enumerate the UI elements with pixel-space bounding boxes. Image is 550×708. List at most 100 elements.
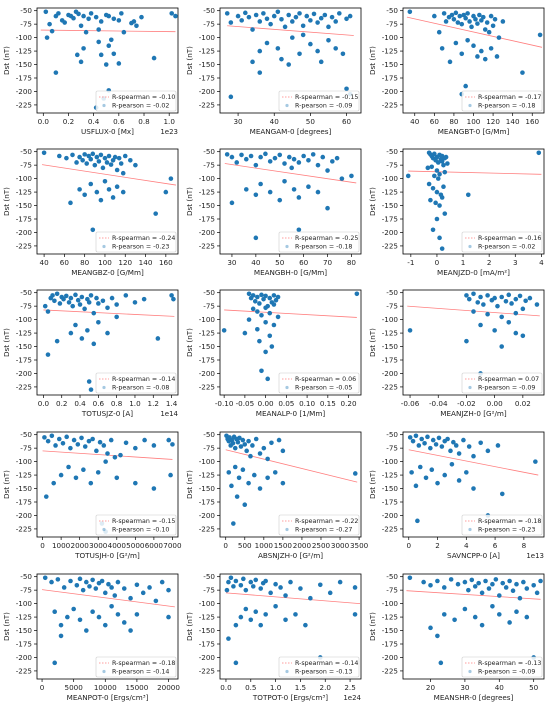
data-point: [513, 330, 519, 336]
data-point: [90, 436, 95, 442]
data-point: [43, 494, 49, 499]
data-point: [141, 296, 147, 302]
data-point: [296, 227, 302, 233]
data-point: [520, 333, 526, 339]
data-point: [264, 16, 270, 22]
y-tick-label: -100: [199, 315, 216, 324]
data-point: [271, 293, 277, 298]
x-tick-label: 20: [426, 683, 436, 692]
data-point: [267, 310, 273, 316]
x-tick-label: 2500: [312, 541, 331, 550]
axes-frame: [402, 148, 545, 255]
y-tick-label: -150: [16, 484, 33, 493]
data-point: [517, 595, 523, 601]
data-point: [105, 330, 110, 336]
data-point: [478, 322, 483, 328]
y-tick-label: -75: [20, 302, 32, 311]
data-point: [238, 444, 244, 449]
data-point: [102, 622, 108, 628]
data-point: [286, 62, 291, 67]
data-point: [100, 165, 106, 171]
y-tick-label: -75: [203, 161, 215, 170]
y-tick-label: -200: [16, 511, 33, 520]
data-point: [325, 205, 330, 211]
x-tick-label: 160: [525, 117, 539, 126]
data-point: [118, 452, 123, 458]
y-tick-label: -150: [382, 201, 399, 210]
data-point: [96, 301, 101, 306]
data-point: [259, 292, 264, 298]
x-tick-label: 0.10: [299, 399, 315, 408]
x-tick-label: 0.0: [38, 399, 50, 408]
data-point: [326, 24, 331, 30]
data-point: [263, 349, 268, 355]
data-point: [478, 294, 483, 300]
legend-spearman: R-spearman = -0.14: [112, 376, 175, 383]
data-point: [134, 612, 140, 617]
y-tick-label: -50: [386, 6, 398, 15]
data-point: [102, 179, 108, 184]
data-point: [263, 320, 268, 325]
data-point: [97, 439, 103, 445]
data-point: [45, 352, 51, 357]
y-tick-label: -200: [199, 87, 216, 96]
data-point: [261, 11, 266, 16]
data-point: [134, 582, 140, 588]
x-tick-label: 0.8: [138, 117, 150, 126]
legend-box: [461, 514, 543, 536]
y-tick-label: -150: [16, 342, 33, 351]
data-point: [243, 10, 248, 16]
y-tick-label: -125: [16, 329, 32, 338]
data-point: [103, 459, 108, 464]
y-axis-label: Dst (nT): [2, 470, 11, 499]
data-point: [119, 11, 124, 16]
data-point: [49, 433, 55, 439]
data-point: [293, 14, 299, 20]
data-point: [86, 16, 91, 22]
data-point: [100, 298, 106, 304]
data-point: [434, 168, 440, 173]
x-tick-label: 50: [306, 117, 316, 126]
data-point: [279, 56, 284, 62]
data-point: [337, 11, 342, 16]
y-tick-label: -100: [382, 599, 399, 608]
data-point: [524, 586, 530, 591]
data-point: [484, 20, 490, 25]
data-point: [482, 27, 488, 32]
data-point: [61, 296, 66, 302]
data-point: [68, 578, 73, 584]
y-tick-label: -50: [386, 572, 398, 581]
data-point: [71, 606, 76, 612]
x-tick-label: 0: [40, 541, 45, 550]
legend-swatch-pearson: [468, 244, 472, 249]
data-point: [55, 577, 61, 582]
data-point: [475, 54, 480, 59]
data-point: [153, 598, 159, 604]
data-point: [277, 197, 283, 203]
data-point: [507, 578, 512, 584]
data-point: [297, 51, 302, 57]
scatter-panel-3: -50 -75 -100 -125 -150 -175 -200 -225 40 60 80 100 1…: [366, 0, 549, 141]
data-point: [108, 162, 114, 167]
scatter-panel-9: -50 -75 -100 -125 -150 -175 -200 -225 -0.06 -0.04…: [366, 282, 549, 423]
data-point: [123, 293, 129, 298]
data-point: [327, 590, 333, 596]
data-point: [128, 158, 133, 163]
data-point: [47, 21, 52, 27]
y-tick-label: -125: [199, 47, 215, 56]
x-offset-label: 1e24: [343, 694, 361, 702]
x-axis-label: TOTPOT-0 [Ergs/cm³]: [252, 693, 328, 702]
data-point: [273, 604, 278, 609]
data-point: [463, 83, 468, 89]
data-point: [94, 295, 99, 301]
data-point: [475, 300, 481, 305]
data-point: [459, 21, 465, 27]
data-point: [80, 158, 85, 163]
data-point: [105, 451, 110, 456]
data-point: [333, 19, 338, 24]
fit-line: [227, 25, 354, 36]
legend-pearson: R-pearson = -0.23: [112, 244, 169, 251]
data-point: [258, 586, 264, 591]
data-point: [140, 590, 146, 596]
data-point: [492, 328, 497, 333]
